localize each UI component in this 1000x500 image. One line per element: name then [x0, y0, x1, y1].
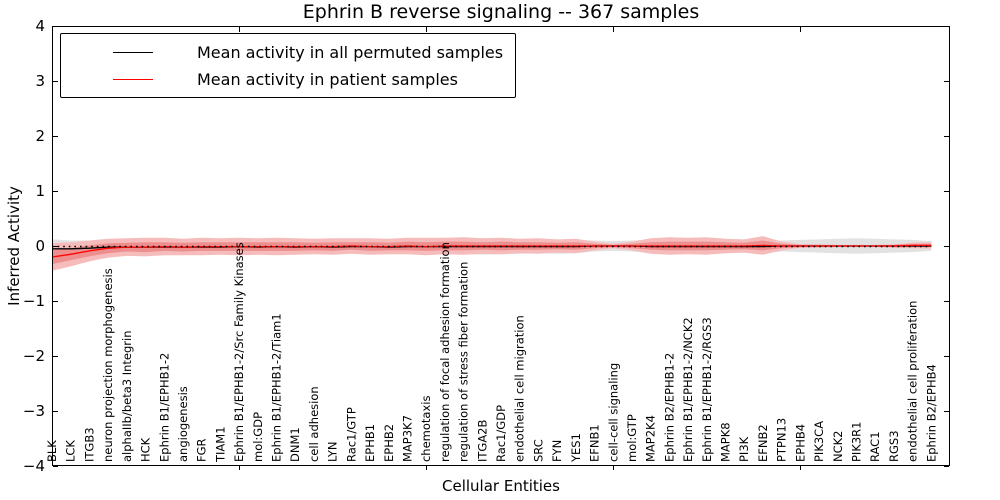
x-category-label: HCK — [139, 437, 153, 462]
ytick-label: 4 — [35, 17, 45, 35]
ytick-label: 3 — [35, 72, 45, 90]
patient-line-sample-icon — [113, 79, 153, 80]
x-category-label: mol:GTP — [625, 414, 639, 462]
x-category-label: cell adhesion — [307, 386, 321, 462]
x-category-label: endothelial cell migration — [513, 315, 527, 462]
x-category-label: Ephrin B1/EPHB1-2/Src Family Kinases — [232, 242, 246, 462]
legend-label-permuted: Mean activity in all permuted samples — [197, 43, 504, 62]
x-category-label: Rac1/GTP — [344, 407, 358, 462]
x-category-label: chemotaxis — [419, 396, 433, 462]
x-category-label: EFNB2 — [756, 424, 770, 462]
legend-entry-patient: Mean activity in patient samples — [61, 66, 515, 93]
x-category-label: RAC1 — [868, 431, 882, 462]
ytick-label: 0 — [35, 237, 45, 255]
x-category-label: ITGA2B — [475, 419, 489, 462]
x-category-label: RGS3 — [887, 430, 901, 462]
permuted-line-sample-icon — [113, 52, 153, 53]
x-category-label: EFNB1 — [588, 424, 602, 462]
x-category-label: LCK — [64, 440, 78, 462]
x-category-label: ITGB3 — [82, 427, 96, 462]
x-category-label: cell-cell signaling — [606, 363, 620, 462]
legend-label-patient: Mean activity in patient samples — [197, 70, 458, 89]
plot-border — [52, 26, 950, 466]
chart-title: Ephrin B reverse signaling -- 367 sample… — [302, 1, 700, 23]
x-category-label: Ephrin B1/EPHB1-2/NCK2 — [681, 317, 695, 462]
x-category-label: SRC — [531, 439, 545, 462]
ytick-label: −2 — [23, 347, 45, 365]
x-category-label: MAP3K7 — [400, 415, 414, 462]
x-category-label: regulation of focal adhesion formation — [438, 242, 452, 462]
ytick-label: −3 — [23, 402, 45, 420]
x-category-label: neuron projection morphogenesis — [101, 268, 115, 462]
x-axis-label: Cellular Entities — [442, 477, 560, 495]
x-category-label: BLK — [45, 440, 59, 462]
x-category-label: EPHB1 — [363, 424, 377, 462]
x-category-label: PIK3CA — [812, 421, 826, 462]
x-category-label: Ephrin B2/EPHB1-2 — [662, 353, 676, 462]
x-category-label: NCK2 — [831, 431, 845, 463]
x-category-label: regulation of stress fiber formation — [457, 262, 471, 462]
ytick-label: 1 — [35, 182, 45, 200]
x-category-label: PTPN13 — [775, 418, 789, 462]
x-category-label: PI3K — [737, 436, 751, 462]
x-category-label: Ephrin B2/EPHB4 — [924, 364, 938, 462]
x-category-label: alphaIIb/beta3 Integrin — [120, 330, 134, 462]
x-category-label: Rac1/GDP — [494, 405, 508, 462]
x-category-label: FGR — [195, 438, 209, 462]
x-category-label: endothelial cell proliferation — [906, 301, 920, 462]
ytick-label: −1 — [23, 292, 45, 310]
x-category-label: EPHB2 — [382, 424, 396, 462]
x-category-label: DNM1 — [288, 427, 302, 462]
ytick-label: −4 — [23, 457, 45, 475]
x-category-label: PIK3R1 — [849, 422, 863, 463]
x-category-label: LYN — [326, 441, 340, 462]
x-category-label: YES1 — [569, 433, 583, 463]
legend-entry-permuted: Mean activity in all permuted samples — [61, 39, 515, 66]
x-category-label: angiogenesis — [176, 386, 190, 462]
x-category-label: EPHB4 — [793, 424, 807, 462]
x-category-label: MAP2K4 — [644, 415, 658, 462]
x-category-label: Ephrin B1/EPHB1-2/Tiam1 — [270, 313, 284, 462]
x-category-label: TIAM1 — [213, 426, 227, 463]
x-category-label: Ephrin B1/EPHB1-2 — [157, 353, 171, 462]
ytick-label: 2 — [35, 127, 45, 145]
x-category-label: Ephrin B1/EPHB1-2/RGS3 — [700, 317, 714, 462]
legend: Mean activity in all permuted samples Me… — [60, 33, 516, 98]
x-category-label: MAPK8 — [719, 422, 733, 462]
x-category-label: mol:GDP — [251, 412, 265, 462]
x-category-label: FYN — [550, 440, 564, 462]
